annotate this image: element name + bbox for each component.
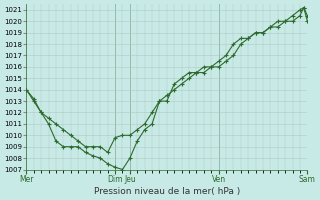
X-axis label: Pression niveau de la mer( hPa ): Pression niveau de la mer( hPa ) [94,187,240,196]
